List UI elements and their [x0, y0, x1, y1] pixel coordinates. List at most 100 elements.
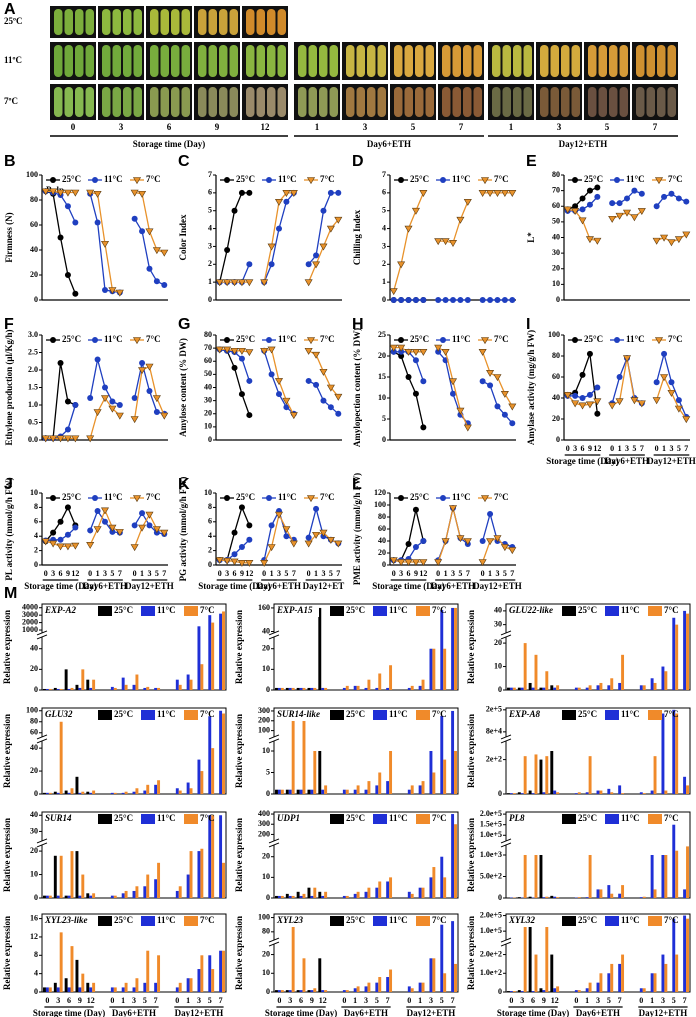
bar	[356, 785, 360, 794]
y-tick-label: 6	[208, 188, 212, 197]
y-tick-label: 70	[204, 343, 212, 352]
bar	[135, 886, 139, 898]
x-tick-label: 0	[133, 569, 137, 578]
axis-break	[268, 634, 280, 640]
data-point	[419, 559, 428, 567]
data-point	[276, 225, 282, 232]
bar	[664, 963, 668, 992]
banana-photo	[246, 87, 255, 117]
x-tick-label: 1	[140, 569, 144, 578]
axis-break	[268, 842, 280, 848]
x-tick-label: 1	[315, 122, 320, 132]
banana-photo	[425, 87, 434, 117]
data-point	[637, 208, 646, 216]
data-point	[578, 402, 587, 410]
banana-photo	[133, 87, 142, 117]
x-tick-label: 0	[639, 996, 643, 1005]
data-point	[419, 349, 428, 356]
bar	[683, 889, 687, 898]
legend-label: 11°C	[157, 915, 176, 925]
legend-marker	[654, 337, 664, 345]
y-tick-label: 15	[378, 372, 386, 381]
bar	[550, 751, 554, 794]
y-tick-label: 80	[30, 717, 38, 726]
y-tick-label: 0	[382, 560, 386, 569]
bar	[683, 776, 687, 794]
banana-photo	[267, 9, 276, 35]
x-tick-label: 5	[607, 996, 611, 1005]
bar	[429, 958, 433, 992]
data-point	[494, 403, 501, 410]
legend-label: 11°C	[389, 915, 408, 925]
bar	[280, 990, 284, 992]
data-point	[237, 560, 246, 567]
bar	[531, 991, 535, 992]
banana-photo	[329, 87, 338, 117]
data-point	[652, 237, 661, 245]
bar	[67, 792, 71, 794]
bar	[443, 648, 447, 690]
group-label: Day6+ETH	[344, 1008, 388, 1017]
legend-marker	[614, 177, 620, 183]
legend-swatch	[141, 606, 155, 616]
y-tick-label: 2e+2	[486, 754, 502, 763]
legend-label: 7°C	[432, 709, 447, 719]
legend-marker	[440, 337, 446, 343]
y-tick-label: 30	[204, 395, 212, 404]
data-point	[146, 522, 153, 529]
gene-name: EXP-A8	[508, 709, 541, 719]
bar	[621, 793, 625, 794]
bar	[211, 748, 215, 794]
data-point	[146, 265, 153, 272]
bar	[588, 982, 592, 992]
legend-label: 7°C	[146, 492, 161, 502]
data-point	[463, 198, 472, 206]
legend-label: 11°C	[104, 492, 123, 502]
x-tick-label: 5	[143, 996, 147, 1005]
group-label: Day6+ETH	[83, 581, 127, 591]
legend-label: 25°C	[584, 174, 603, 184]
bar	[302, 958, 306, 992]
data-point	[501, 297, 508, 303]
banana-photo	[171, 87, 180, 117]
legend-label: 25°C	[62, 492, 81, 502]
data-point	[593, 237, 602, 245]
bar	[610, 893, 614, 898]
y-tick-label: 3	[382, 241, 386, 250]
legend-marker	[92, 495, 98, 501]
bar	[43, 987, 46, 992]
bar	[92, 790, 96, 794]
group-label: Storage time (Day)	[133, 139, 205, 149]
data-point	[152, 526, 161, 534]
bar	[386, 881, 390, 898]
y-tick-label: 1000	[22, 625, 38, 634]
y-tick-label: 2	[382, 259, 386, 268]
data-point	[153, 409, 160, 415]
y-tick-label: 12	[30, 932, 38, 941]
data-point	[404, 349, 413, 356]
data-point	[267, 243, 276, 251]
bar	[310, 687, 314, 690]
axis-break	[38, 736, 46, 741]
y-tick-label: 4000	[22, 603, 38, 612]
legend-swatch	[648, 606, 662, 616]
data-point	[667, 389, 676, 397]
axis-break	[500, 734, 512, 740]
data-point	[153, 278, 160, 285]
data-point	[493, 374, 502, 382]
bar	[512, 991, 516, 992]
bar	[132, 890, 136, 898]
bar	[520, 991, 524, 992]
x-tick-label: 9	[78, 996, 82, 1005]
y-tick-label: 20	[552, 264, 560, 273]
bar	[56, 895, 60, 898]
banana-photo	[308, 87, 317, 117]
bar	[545, 756, 549, 794]
bar	[307, 789, 311, 794]
x-tick-label: 9	[240, 569, 244, 578]
x-tick-label: 0	[262, 569, 266, 578]
bar	[70, 687, 74, 690]
bar	[599, 790, 603, 794]
y-tick-label: 100	[374, 500, 386, 509]
data-point	[245, 349, 254, 357]
